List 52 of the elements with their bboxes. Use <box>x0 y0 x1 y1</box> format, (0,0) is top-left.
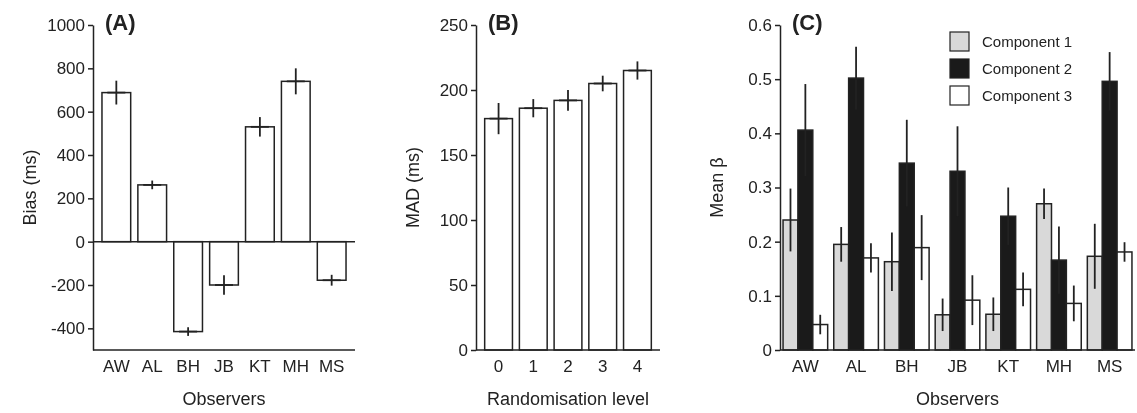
x-tick-label: 1 <box>528 357 539 377</box>
y-tick-label: 0 <box>762 340 772 360</box>
x-tick-label: JB <box>947 357 968 377</box>
chart-title: (B) <box>488 10 519 35</box>
x-tick-label: 4 <box>632 357 643 377</box>
y-tick-label: 200 <box>439 80 468 100</box>
x-tick-label: 0 <box>493 357 504 377</box>
x-tick-label: MH <box>1045 357 1073 377</box>
y-tick-label: 800 <box>56 59 85 79</box>
y-tick-label: 50 <box>449 275 468 295</box>
y-tick-label: -400 <box>50 319 85 339</box>
x-tick-label: BH <box>894 357 919 377</box>
y-axis-title: MAD (ms) <box>403 147 423 228</box>
x-tick-label: BH <box>176 357 200 377</box>
y-tick-label: 0.3 <box>748 178 772 198</box>
y-tick-label: 0 <box>458 340 468 360</box>
chart-title: (C) <box>792 10 823 35</box>
y-tick-label: 0 <box>75 232 85 252</box>
y-tick-label: 0.1 <box>748 286 772 306</box>
y-tick-label: 0.2 <box>748 232 772 252</box>
legend-label: Component 3 <box>982 87 1073 104</box>
y-tick-label: 150 <box>439 145 468 165</box>
y-tick-label: 250 <box>439 15 468 35</box>
x-tick-label: AL <box>141 357 163 377</box>
x-tick-label: MS <box>1096 357 1123 377</box>
x-tick-label: AW <box>102 357 130 377</box>
x-tick-label: 2 <box>563 357 573 377</box>
x-tick-label: JB <box>214 357 234 377</box>
x-tick-label: MS <box>318 357 345 377</box>
y-axis-title: Mean β <box>707 157 727 218</box>
chart-title: (A) <box>105 10 136 35</box>
legend-label: Component 1 <box>982 33 1073 50</box>
y-axis-title: Bias (ms) <box>20 149 40 226</box>
x-axis-title: Randomisation level <box>486 389 650 409</box>
y-tick-label: 200 <box>56 189 85 209</box>
y-tick-label: -200 <box>50 275 85 295</box>
x-tick-label: KT <box>249 357 271 377</box>
x-tick-label: KT <box>997 357 1020 377</box>
y-tick-label: 600 <box>56 102 85 122</box>
y-tick-label: 100 <box>439 210 468 230</box>
x-axis-title: Observers <box>915 389 1000 409</box>
y-tick-label: 1000 <box>47 15 85 35</box>
legend-label: Component 2 <box>982 60 1073 77</box>
y-tick-label: 0.4 <box>748 124 772 144</box>
y-tick-label: 400 <box>56 145 85 165</box>
x-tick-label: MH <box>282 357 310 377</box>
x-axis-title: Observers <box>182 389 266 409</box>
x-tick-label: 3 <box>597 357 608 377</box>
y-tick-label: 0.5 <box>748 70 772 90</box>
y-tick-label: 0.6 <box>748 15 772 35</box>
x-tick-label: AW <box>791 357 819 377</box>
x-tick-label: AL <box>845 357 867 377</box>
